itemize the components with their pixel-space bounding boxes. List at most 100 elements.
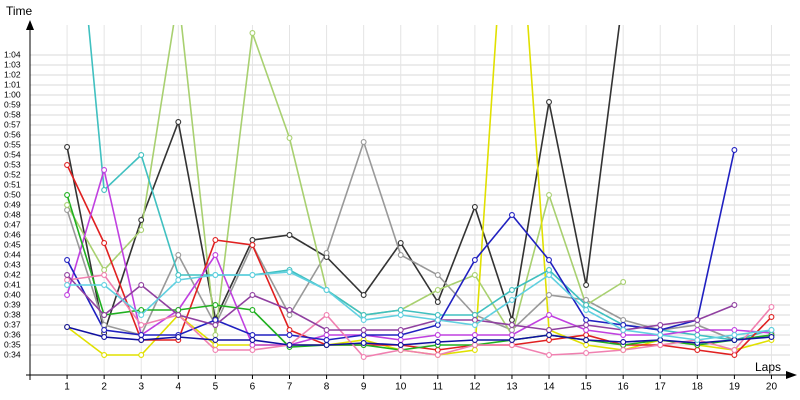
point xyxy=(731,147,738,153)
point xyxy=(657,332,664,338)
point xyxy=(212,252,219,258)
point xyxy=(509,287,515,293)
y-tick-label: 0:53 xyxy=(4,159,21,169)
point xyxy=(583,317,590,323)
point xyxy=(546,352,552,358)
x-axis-label: Laps xyxy=(755,360,781,374)
point xyxy=(360,312,367,318)
y-tick-label: 0:45 xyxy=(4,239,21,249)
point xyxy=(101,282,108,288)
point xyxy=(64,292,71,298)
point xyxy=(64,277,71,283)
point xyxy=(101,334,108,340)
y-tick-label: 0:56 xyxy=(4,129,21,139)
point xyxy=(286,135,293,141)
point xyxy=(509,332,515,338)
point xyxy=(64,162,71,168)
point xyxy=(434,312,441,318)
point xyxy=(397,342,404,348)
point xyxy=(471,204,478,210)
x-tick-label: 14 xyxy=(543,382,555,393)
x-tick-label: 19 xyxy=(729,382,741,393)
point xyxy=(212,332,219,338)
x-tick-label: 20 xyxy=(766,382,778,393)
point xyxy=(694,337,701,343)
point xyxy=(360,340,367,346)
y-tick-label: 0:57 xyxy=(4,119,21,129)
point xyxy=(509,317,515,323)
point xyxy=(323,312,330,318)
point xyxy=(138,307,145,313)
x-tick-label: 12 xyxy=(469,382,481,393)
x-tick-label: 16 xyxy=(618,382,630,393)
y-tick-label: 1:02 xyxy=(4,69,21,79)
y-tick-label: 0:39 xyxy=(4,299,21,309)
y-tick-label: 0:54 xyxy=(4,149,21,159)
point xyxy=(249,30,256,36)
point xyxy=(509,342,515,348)
point xyxy=(434,352,441,358)
point xyxy=(323,250,330,256)
x-tick-label: 4 xyxy=(176,382,182,393)
point xyxy=(694,332,701,338)
point xyxy=(731,352,738,358)
point xyxy=(546,272,552,278)
y-tick-label: 0:55 xyxy=(4,139,21,149)
point xyxy=(768,304,775,310)
point xyxy=(731,337,738,343)
point xyxy=(360,327,367,333)
point xyxy=(768,314,775,320)
point xyxy=(249,272,256,278)
point xyxy=(175,252,182,258)
point xyxy=(397,252,404,258)
point xyxy=(583,307,590,313)
point xyxy=(471,332,478,338)
point xyxy=(101,272,108,278)
point xyxy=(620,279,627,285)
x-tick-label: 2 xyxy=(101,382,107,393)
point xyxy=(212,342,219,348)
x-tick-label: 15 xyxy=(581,382,593,393)
point xyxy=(546,337,552,343)
series-line xyxy=(66,164,773,356)
point xyxy=(323,332,330,338)
point xyxy=(546,292,552,298)
point xyxy=(323,342,330,348)
point xyxy=(583,282,590,288)
point xyxy=(64,207,71,213)
point xyxy=(101,187,108,193)
point xyxy=(546,192,552,198)
y-tick-label: 0:48 xyxy=(4,209,21,219)
point xyxy=(101,312,108,318)
y-tick-label: 0:41 xyxy=(4,279,21,289)
point xyxy=(249,292,256,298)
y-tick-label: 0:40 xyxy=(4,289,21,299)
y-tick-label: 0:59 xyxy=(4,99,21,109)
point xyxy=(249,242,256,248)
point xyxy=(583,337,590,343)
point xyxy=(471,272,478,278)
x-tick-label: 10 xyxy=(395,382,407,393)
point xyxy=(620,339,627,345)
y-tick-label: 0:51 xyxy=(4,179,21,189)
series-line xyxy=(66,139,772,341)
point xyxy=(509,322,515,328)
point xyxy=(360,332,367,338)
series-line xyxy=(66,274,773,358)
point xyxy=(249,337,256,343)
point xyxy=(101,240,108,246)
point xyxy=(583,350,590,356)
point xyxy=(397,240,404,246)
point xyxy=(583,302,590,308)
point xyxy=(249,307,256,313)
point xyxy=(138,312,145,318)
y-tick-label: 1:04 xyxy=(4,49,21,59)
point xyxy=(731,332,738,338)
point xyxy=(175,312,182,318)
point xyxy=(397,347,404,353)
y-tick-label: 0:52 xyxy=(4,169,21,179)
y-tick-label: 1:01 xyxy=(4,79,21,89)
point xyxy=(64,324,71,330)
series-line xyxy=(67,271,772,341)
point xyxy=(694,327,701,333)
